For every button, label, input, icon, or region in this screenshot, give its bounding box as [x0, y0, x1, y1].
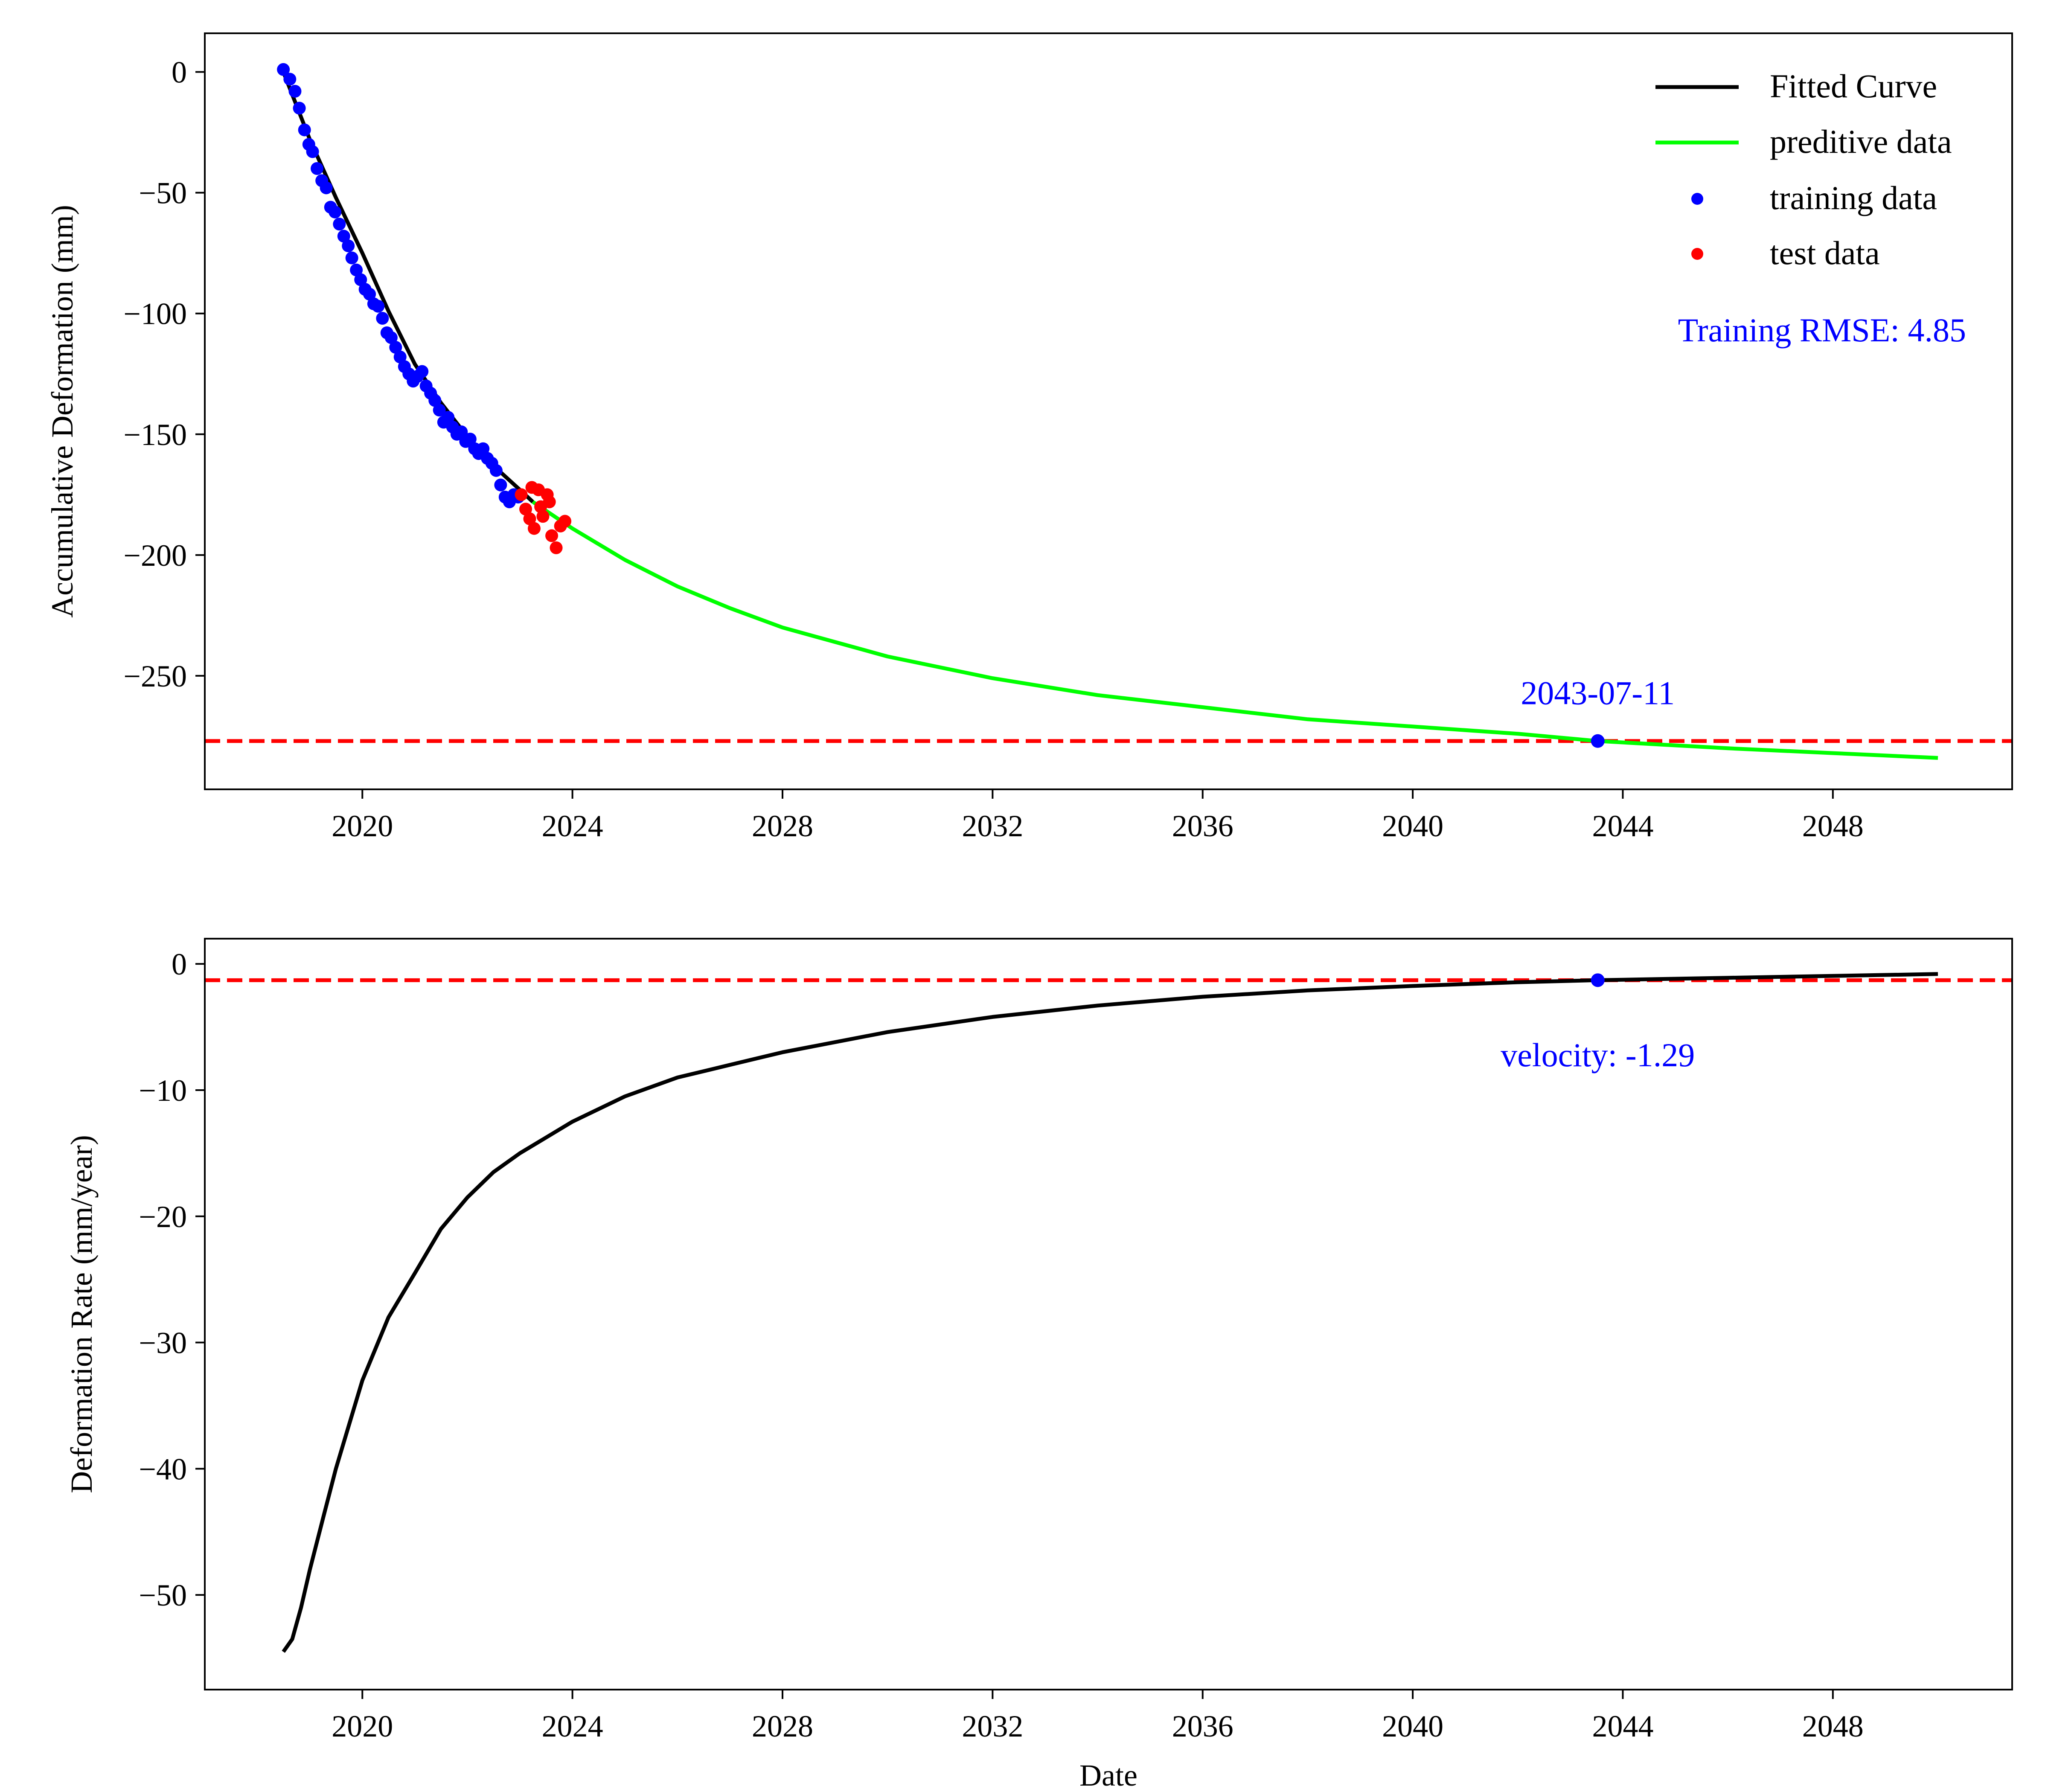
deformation-test-data-point [519, 503, 532, 516]
deformation-training-data-point [298, 123, 311, 137]
rate-y-ticks: 0 −10 −20 −30 −40 −50 [139, 947, 205, 1612]
legend-marker-training-data [1691, 193, 1703, 205]
deformation-training-data-point [494, 478, 507, 492]
deformation-training-data-point [283, 73, 297, 86]
deformation-x-tick-label: 2020 [332, 809, 393, 843]
rate-marker-point [1591, 973, 1605, 987]
deformation-training-data-point [337, 230, 350, 243]
legend-marker-test-data [1691, 248, 1703, 260]
rate-y-tick-label: −40 [139, 1452, 187, 1486]
deformation-training-data-point [306, 145, 319, 158]
legend: Fitted Curve preditive data training dat… [1655, 67, 1952, 271]
rate-x-tick-label: 2040 [1382, 1709, 1443, 1743]
deformation-x-tick-label: 2032 [962, 809, 1023, 843]
deformation-y-tick-label: −200 [123, 538, 187, 573]
velocity-annotation: velocity: -1.29 [1501, 1036, 1695, 1073]
rate-x-tick-label: 2048 [1802, 1709, 1864, 1743]
deformation-training-data-point [293, 102, 306, 115]
rate-y-tick-label: 0 [172, 947, 187, 981]
deformation-x-tick-label: 2048 [1802, 809, 1864, 843]
deformation-test-data-point [550, 541, 563, 554]
deformation-test-data-point [536, 510, 550, 523]
deformation-test-data-point [527, 522, 541, 535]
deformation-test-data-point [515, 488, 528, 501]
deformation-training-data-point [477, 442, 490, 455]
crossing-date-annotation: 2043-07-11 [1521, 675, 1675, 712]
deformation-training-data-point [363, 288, 376, 301]
deformation-y-ticks: 0 −50 −100 −150 −200 −250 [123, 55, 205, 693]
deformation-x-ticks: 2020 2024 2028 2032 2036 2040 2044 2048 [332, 789, 1864, 843]
rate-line-line [282, 972, 1938, 1653]
rate-panel: 2020 2024 2028 2032 2036 2040 2044 2048 0 −10 −20… [64, 938, 2013, 1792]
rate-x-tick-label: 2020 [332, 1709, 393, 1743]
deformation-preditive-data-line [532, 500, 1938, 760]
deformation-y-tick-label: −150 [123, 418, 187, 452]
deformation-x-tick-label: 2036 [1172, 809, 1233, 843]
legend-label-fitted-curve: Fitted Curve [1770, 67, 1937, 105]
deformation-training-data-point [389, 340, 402, 354]
deformation-training-data-point [393, 350, 407, 364]
rate-y-tick-label: −20 [139, 1200, 187, 1234]
deformation-training-data-point [455, 425, 468, 439]
deformation-training-data-point [428, 394, 442, 407]
deformation-training-data-point [489, 464, 503, 477]
deformation-training-data-point [433, 404, 446, 417]
rate-x-tick-label: 2028 [752, 1709, 813, 1743]
rate-x-tick-label: 2044 [1592, 1709, 1653, 1743]
deformation-series-layer [205, 63, 2012, 760]
deformation-training-data-point [342, 239, 355, 253]
rate-y-tick-label: −10 [139, 1073, 187, 1108]
deformation-y-axis-label: Accumulative Deformation (mm) [45, 205, 79, 618]
deformation-y-tick-label: −50 [139, 176, 187, 210]
deformation-training-data-point [372, 300, 385, 313]
rate-x-tick-label: 2032 [962, 1709, 1023, 1743]
deformation-training-data-point [288, 84, 302, 98]
deformation-fitted-curve-line [281, 71, 534, 503]
deformation-training-data-point [329, 205, 342, 218]
deformation-test-data-point [545, 529, 559, 542]
rate-x-tick-label: 2024 [542, 1709, 603, 1743]
deformation-plot-area [204, 32, 2013, 790]
deformation-axes-frame [204, 32, 2013, 790]
deformation-marker-point [1591, 734, 1605, 748]
rate-x-axis-label: Date [1079, 1758, 1137, 1792]
rate-y-axis-label: Deformation Rate (mm/year) [64, 1135, 99, 1493]
rate-y-tick-label: −50 [139, 1578, 187, 1612]
deformation-test-data-point [543, 495, 556, 509]
training-rmse-annotation: Training RMSE: 4.85 [1678, 311, 1966, 349]
rate-axes-frame [204, 938, 2013, 1690]
deformation-training-data-point [350, 263, 363, 276]
legend-label-training-data: training data [1770, 179, 1937, 216]
deformation-training-data-point [463, 433, 477, 446]
deformation-training-data-point [376, 312, 389, 325]
deformation-training-data-point [384, 331, 398, 344]
deformation-y-tick-label: −250 [123, 659, 187, 693]
deformation-x-tick-label: 2044 [1592, 809, 1653, 843]
deformation-training-data-point [442, 411, 455, 424]
deformation-y-tick-label: −100 [123, 297, 187, 331]
deformation-training-data-point [345, 251, 358, 265]
deformation-test-data-point [525, 481, 538, 494]
deformation-training-data-point [277, 63, 290, 76]
legend-label-test-data: test data [1770, 234, 1880, 271]
deformation-x-tick-label: 2040 [1382, 809, 1443, 843]
deformation-training-data-point [416, 365, 429, 378]
deformation-x-tick-label: 2028 [752, 809, 813, 843]
rate-series-layer [205, 972, 2012, 1653]
deformation-training-data-point [354, 273, 367, 286]
deformation-y-tick-label: 0 [172, 55, 187, 90]
deformation-training-data-point [320, 181, 333, 195]
rate-y-tick-label: −30 [139, 1326, 187, 1360]
rate-x-ticks: 2020 2024 2028 2032 2036 2040 2044 2048 [332, 1690, 1864, 1743]
legend-label-preditive-data: preditive data [1770, 123, 1952, 160]
deformation-training-data-point [333, 218, 346, 231]
rate-x-tick-label: 2036 [1172, 1709, 1233, 1743]
deformation-panel: 2020 2024 2028 2032 2036 2040 2044 2048 0 −50 −10… [45, 32, 2013, 843]
rate-plot-area [204, 938, 2013, 1690]
deformation-training-data-point [311, 162, 324, 175]
deformation-x-tick-label: 2024 [542, 809, 603, 843]
deformation-test-data-point [559, 515, 572, 528]
deformation-test-data-point [523, 512, 536, 525]
